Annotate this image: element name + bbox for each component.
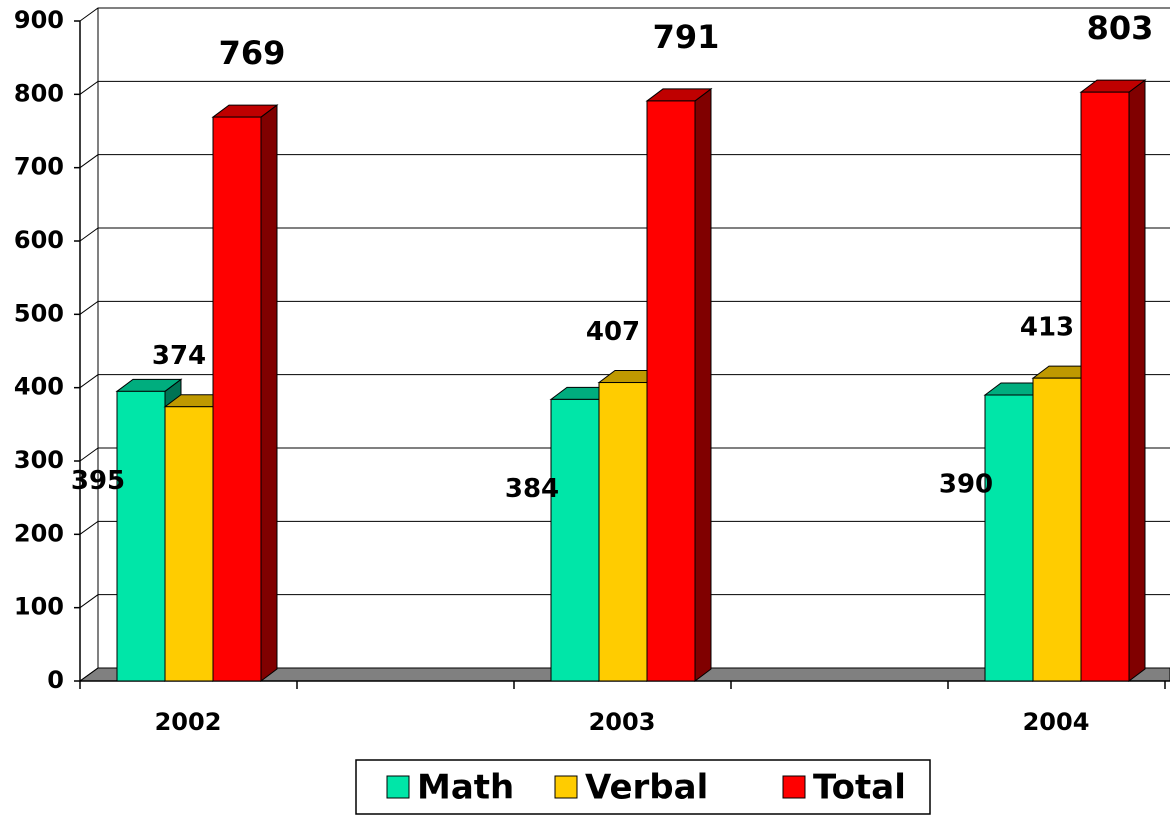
data-label: 390 <box>939 470 993 500</box>
bar-front <box>598 382 648 682</box>
bar-front <box>1080 91 1130 682</box>
bar-side <box>694 87 712 682</box>
grid-line <box>79 7 1170 22</box>
bar-front <box>1032 377 1082 682</box>
data-label: 791 <box>653 18 720 56</box>
y-tick-label: 800 <box>14 79 64 107</box>
y-tick-label: 0 <box>47 666 64 694</box>
legend-swatch <box>554 775 578 799</box>
y-tick-label: 700 <box>14 153 64 181</box>
data-label: 374 <box>152 341 206 371</box>
data-label: 395 <box>71 466 125 496</box>
bar-side <box>1128 79 1146 682</box>
legend-box <box>355 759 931 815</box>
grid-line <box>79 80 1170 95</box>
y-tick-label: 900 <box>14 6 64 34</box>
data-label: 384 <box>505 474 559 504</box>
x-tick-label: 2004 <box>1023 708 1090 736</box>
bar <box>1079 79 1147 682</box>
data-label: 413 <box>1020 313 1074 343</box>
x-tick-label: 2002 <box>155 708 222 736</box>
legend-swatch <box>386 775 410 799</box>
y-tick-label: 200 <box>14 519 64 547</box>
y-tick-label: 100 <box>14 593 64 621</box>
bar-front <box>116 390 166 682</box>
x-tick-label: 2003 <box>589 708 656 736</box>
y-tick-label: 400 <box>14 373 64 401</box>
data-label: 769 <box>219 34 286 72</box>
legend-label: Math <box>417 768 514 808</box>
y-tick-label: 500 <box>14 299 64 327</box>
bar-front <box>212 116 262 682</box>
bar-front <box>550 398 600 682</box>
bar-front <box>646 100 696 682</box>
bar-front <box>164 406 214 682</box>
legend-label: Verbal <box>585 768 708 808</box>
bar-side <box>260 104 278 682</box>
bar <box>211 104 279 682</box>
y-tick-label: 600 <box>14 226 64 254</box>
data-label: 407 <box>586 317 640 347</box>
legend-label: Total <box>813 768 906 808</box>
data-label: 803 <box>1087 9 1154 47</box>
legend-swatch <box>782 775 806 799</box>
y-tick-label: 300 <box>14 446 64 474</box>
bar <box>645 87 713 682</box>
bar-front <box>984 394 1034 682</box>
